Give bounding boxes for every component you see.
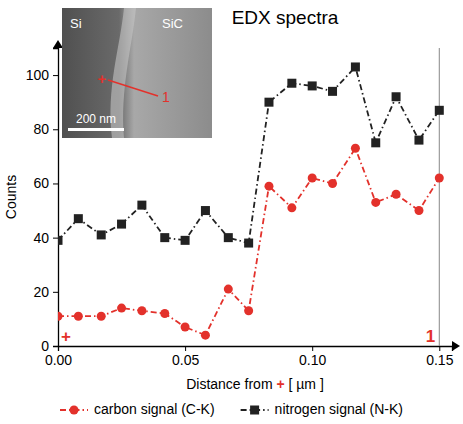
- x-axis: 0.00 0.05 0.10 0.15: [45, 346, 454, 368]
- data-point: [58, 236, 63, 245]
- series-line: [58, 67, 439, 243]
- y-tick-mark: [53, 292, 58, 293]
- x-tick: 0.10: [299, 346, 326, 368]
- x-tick: 0.05: [172, 346, 199, 368]
- y-tick-label: 80: [33, 121, 49, 137]
- y-tick: 100: [26, 67, 58, 83]
- data-point: [74, 312, 83, 321]
- inset-scan-line: [108, 80, 158, 96]
- y-tick-label: 60: [33, 175, 49, 191]
- y-tick-label: 100: [26, 67, 50, 83]
- x-axis-line: [59, 347, 453, 352]
- data-point: [244, 306, 253, 315]
- data-point: [308, 81, 317, 90]
- y-tick: 80: [33, 121, 58, 137]
- y-tick: 60: [33, 175, 58, 191]
- data-point: [392, 190, 401, 199]
- series-line: [58, 148, 439, 335]
- y-tick-mark: [53, 183, 58, 184]
- data-point: [117, 220, 126, 229]
- x-axis-arrow: [452, 341, 460, 351]
- inset-marker: +: [98, 70, 107, 87]
- data-point: [181, 323, 190, 332]
- legend-item: carbon signal (C-K): [60, 401, 215, 417]
- y-tick: 40: [33, 230, 58, 246]
- legend-label: carbon signal (C-K): [94, 401, 215, 417]
- x-tick-label: 0.00: [45, 352, 72, 368]
- plot-area: [58, 48, 444, 346]
- data-point: [97, 230, 106, 239]
- x-tick-label: 0.05: [172, 352, 199, 368]
- data-point: [371, 198, 380, 207]
- data-point: [371, 138, 380, 147]
- inset-scale-label: 200 nm: [76, 112, 116, 126]
- inset-label: SiC: [162, 16, 183, 31]
- legend: carbon signal (C-K) nitrogen signal (N-K): [60, 401, 403, 417]
- data-point: [392, 92, 401, 101]
- legend-marker: [250, 406, 259, 415]
- data-point: [137, 306, 146, 315]
- data-point: [435, 106, 444, 115]
- x-tick-mark: [439, 346, 440, 351]
- legend-item: nitrogen signal (N-K): [241, 401, 403, 417]
- data-point: [308, 174, 317, 183]
- series-markers: [58, 62, 444, 247]
- series-markers: [58, 144, 444, 340]
- chart-title: EDX spectra: [232, 7, 339, 28]
- y-axis-line: [53, 49, 59, 347]
- inset-label: Si: [70, 16, 82, 31]
- data-point: [244, 239, 253, 248]
- y-tick-mark: [53, 346, 58, 347]
- data-point: [117, 304, 126, 313]
- data-point: [414, 206, 423, 215]
- data-point: [74, 214, 83, 223]
- data-point: [58, 312, 63, 321]
- y-tick: 0: [41, 338, 58, 354]
- data-point: [137, 201, 146, 210]
- data-point: [160, 233, 169, 242]
- annotation: +: [61, 327, 71, 346]
- data-point: [201, 331, 210, 340]
- legend-label: nitrogen signal (N-K): [275, 401, 403, 417]
- data-point: [201, 206, 210, 215]
- y-axis: 0 20 40 60 80 100: [26, 49, 59, 354]
- data-point: [224, 285, 233, 294]
- y-tick-label: 40: [33, 230, 49, 246]
- data-point: [287, 79, 296, 88]
- data-point: [351, 144, 360, 153]
- y-tick: 20: [33, 284, 58, 300]
- data-point: [224, 233, 233, 242]
- data-point: [435, 174, 444, 183]
- data-point: [328, 87, 337, 96]
- data-point: [264, 98, 273, 107]
- x-tick: 0.15: [426, 346, 453, 368]
- inset-image: Si SiC +1 200 nm: [62, 8, 212, 138]
- data-point: [287, 203, 296, 212]
- data-point: [414, 136, 423, 145]
- y-tick-mark: [53, 238, 58, 239]
- x-tick-label: 0.10: [299, 352, 326, 368]
- y-axis-title: Counts: [3, 175, 19, 219]
- data-point: [181, 236, 190, 245]
- inset-background: [62, 8, 212, 138]
- y-tick-label: 0: [41, 338, 49, 354]
- legend-marker: [70, 406, 79, 415]
- reference-line: [439, 48, 440, 346]
- x-tick-mark: [185, 346, 186, 351]
- y-tick-mark: [53, 75, 58, 76]
- x-axis-title: Distance from + [ µm ]: [186, 376, 324, 392]
- x-tick-mark: [312, 346, 313, 351]
- x-tick-label: 0.15: [426, 352, 453, 368]
- inset-scale-bar: [68, 128, 124, 131]
- data-point: [97, 312, 106, 321]
- data-point: [328, 179, 337, 188]
- annotation: 1: [426, 327, 435, 346]
- y-axis-arrow: [53, 40, 63, 48]
- data-point: [160, 309, 169, 318]
- data-point: [264, 182, 273, 191]
- y-tick-label: 20: [33, 284, 49, 300]
- inset-marker: 1: [162, 89, 170, 105]
- y-tick-mark: [53, 129, 58, 130]
- data-point: [351, 62, 360, 71]
